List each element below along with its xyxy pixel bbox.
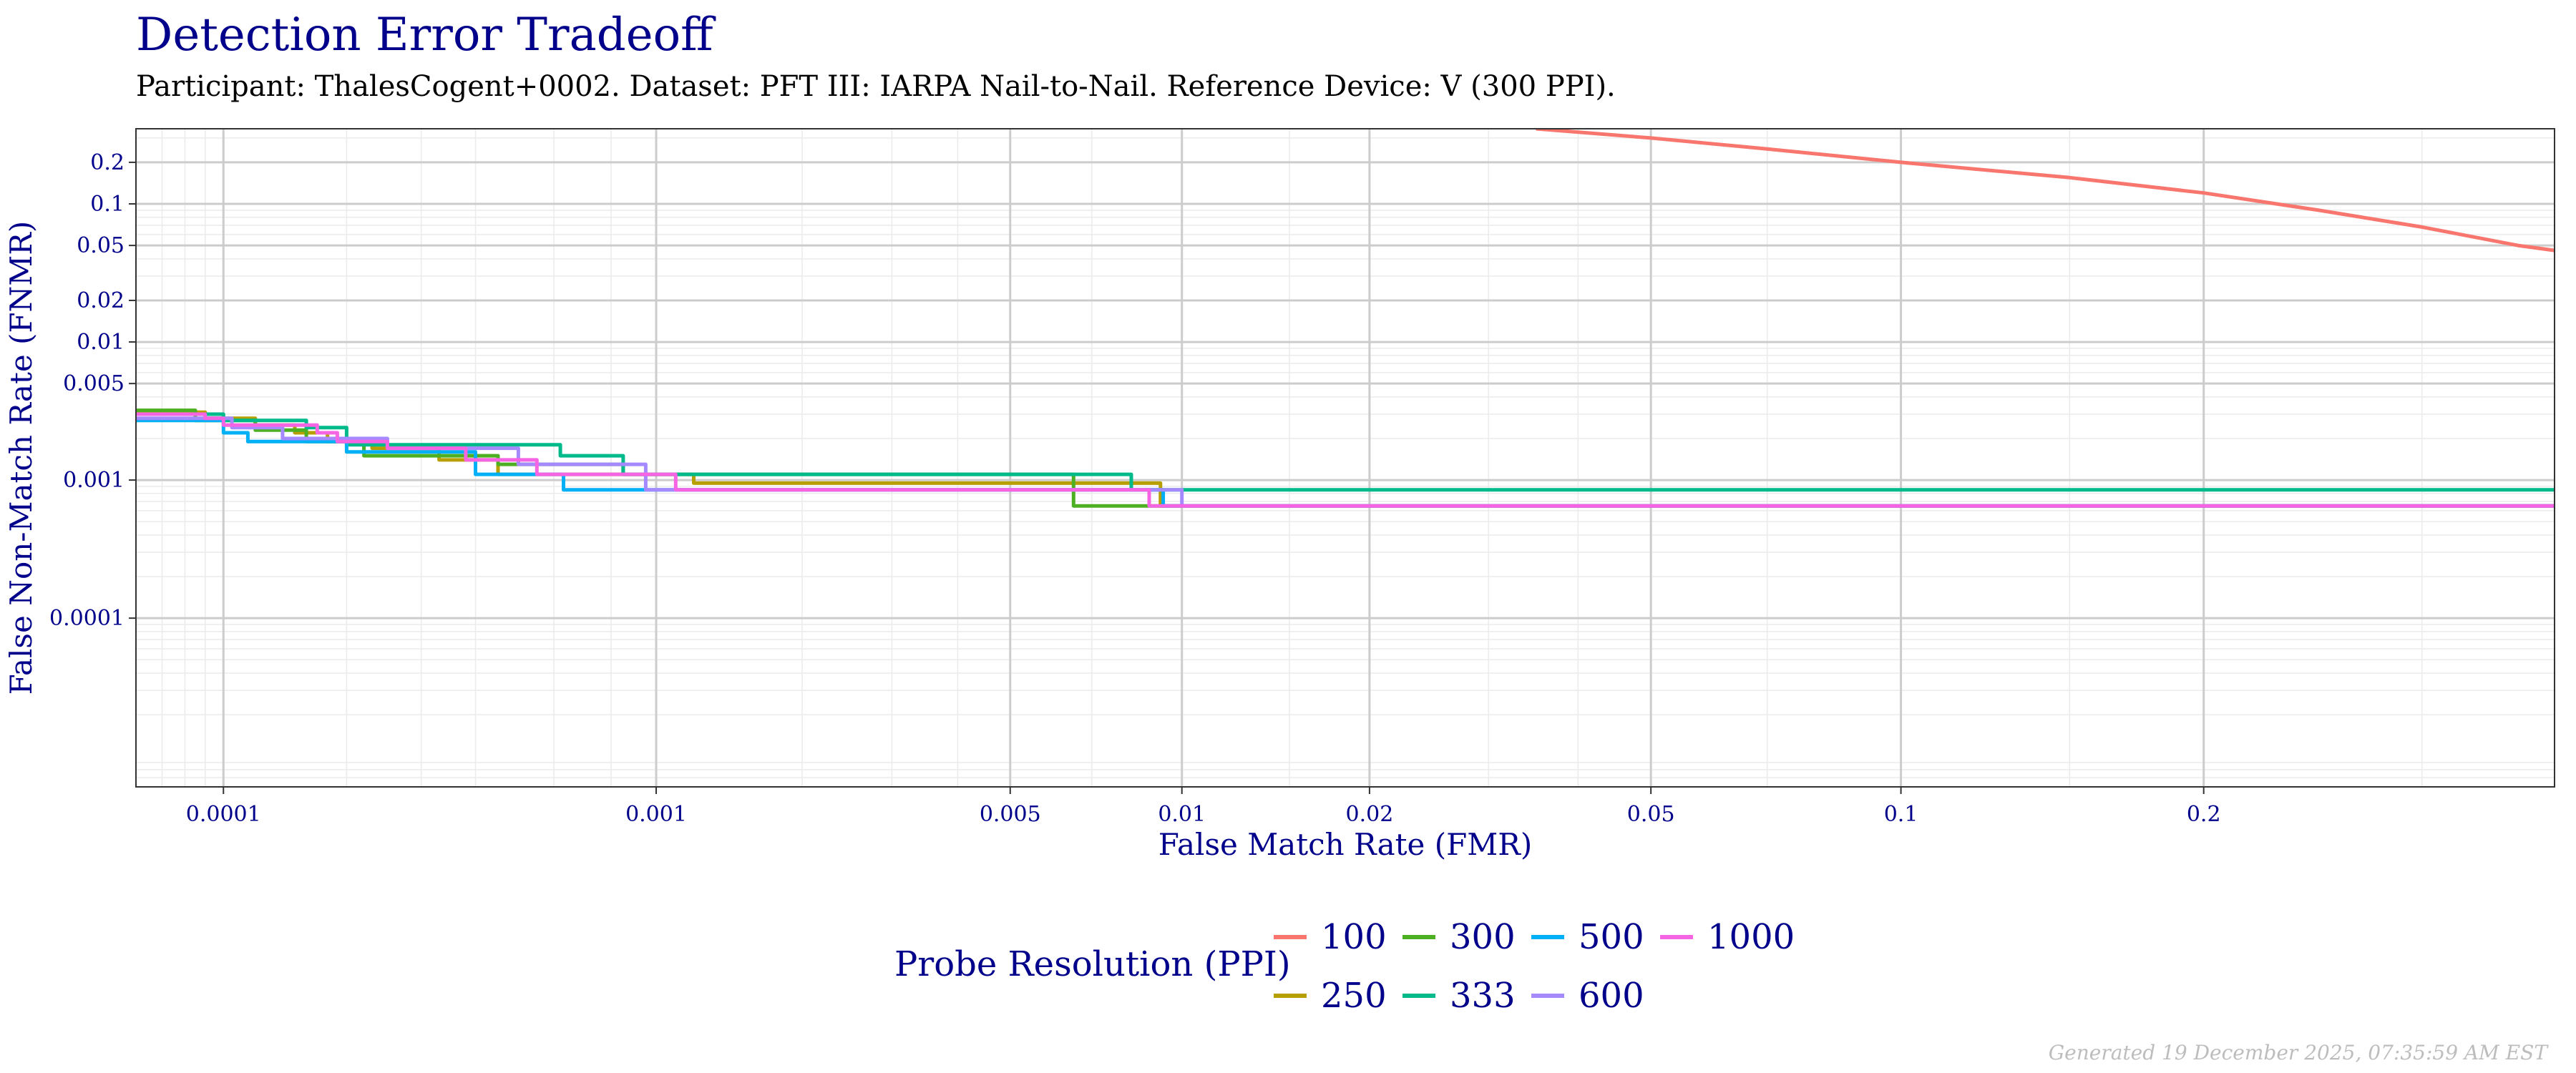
y-tick-label: 0.2 (90, 150, 125, 175)
legend-label: 333 (1450, 976, 1516, 1016)
y-tick-label: 0.005 (63, 371, 125, 396)
legend-item-100: 100 (1274, 916, 1387, 959)
legend-label: 300 (1450, 917, 1516, 957)
legend-key (1402, 935, 1435, 939)
x-tick-label: 0.02 (1346, 802, 1394, 827)
legend-key (1274, 935, 1307, 939)
y-tick-label: 0.001 (63, 468, 125, 493)
plot-border (135, 128, 2555, 788)
legend-label: 250 (1321, 976, 1387, 1016)
x-axis-title: False Match Rate (FMR) (1158, 827, 1533, 862)
y-tick-label: 0.05 (77, 233, 125, 258)
x-tick-label: 0.005 (980, 802, 1041, 827)
legend-title: Probe Resolution (PPI) (894, 944, 1291, 984)
x-axis-ticks: 0.0001 0.001 0.005 0.01 0.02 0.05 0.1 0.2 (186, 787, 2221, 827)
legend-key (1531, 935, 1564, 939)
legend-label: 100 (1321, 917, 1387, 957)
legend-label: 1000 (1707, 917, 1795, 957)
x-tick-label: 0.2 (2187, 802, 2221, 827)
y-axis-ticks: 0.0001 0.001 0.005 0.01 0.02 0.05 0.1 0.2 (49, 150, 136, 631)
chart-title: Detection Error Tradeoff (136, 9, 713, 62)
y-tick-label: 0.02 (77, 288, 125, 313)
minor-grid (136, 129, 2555, 787)
legend-key (1402, 994, 1435, 998)
series-layer (136, 129, 2555, 508)
series-line-100 (1536, 129, 2555, 253)
x-tick-label: 0.001 (625, 802, 687, 827)
major-grid (136, 129, 2555, 787)
y-tick-label: 0.0001 (49, 606, 125, 631)
legend-label: 500 (1579, 917, 1644, 957)
y-axis-title: False Non-Match Rate (FNMR) (4, 221, 39, 695)
series-line-333 (136, 412, 2555, 492)
x-tick-label: 0.0001 (186, 802, 261, 827)
x-tick-label: 0.05 (1627, 802, 1675, 827)
legend-item-333: 333 (1402, 974, 1516, 1017)
series-line-1000 (136, 412, 2555, 508)
legend-key (1531, 994, 1564, 998)
y-tick-label: 0.01 (77, 330, 125, 355)
x-tick-label: 0.1 (1884, 802, 1918, 827)
generated-timestamp: Generated 19 December 2025, 07:35:59 AM … (2048, 1041, 2547, 1064)
legend-item-250: 250 (1274, 974, 1387, 1017)
legend: 100 250 300 333 500 600 1000 (1274, 916, 1846, 1037)
det-plot: 0.0001 0.001 0.005 0.01 0.02 0.05 0.1 0.2 0.000… (4, 128, 2555, 862)
legend-item-1000: 1000 (1660, 916, 1795, 959)
x-tick-label: 0.01 (1158, 802, 1206, 827)
legend-item-300: 300 (1402, 916, 1516, 959)
legend-item-600: 600 (1531, 974, 1644, 1017)
legend-key (1660, 935, 1693, 939)
chart-subtitle: Participant: ThalesCogent+0002. Dataset:… (136, 70, 1616, 103)
legend-key (1274, 994, 1307, 998)
y-tick-label: 0.1 (90, 192, 125, 217)
legend-label: 600 (1579, 976, 1644, 1016)
legend-item-500: 500 (1531, 916, 1644, 959)
